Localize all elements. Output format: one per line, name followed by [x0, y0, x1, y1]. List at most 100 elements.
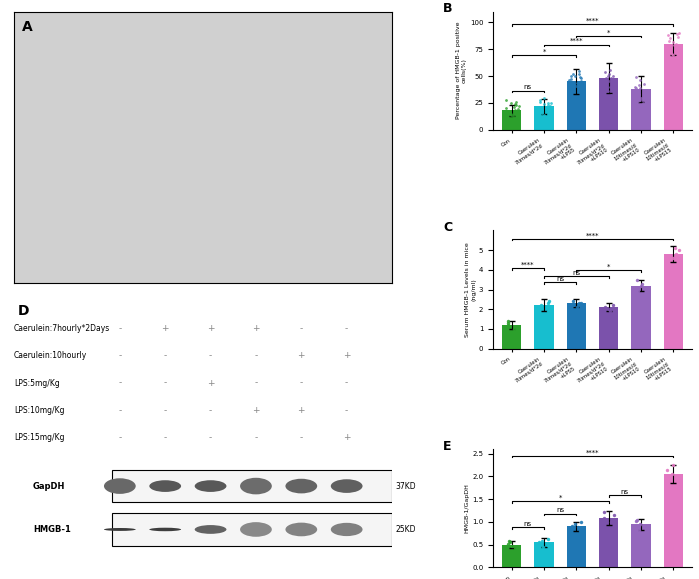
Text: -: - [345, 324, 348, 334]
Text: *: * [607, 264, 610, 270]
Point [599, 67, 610, 76]
Point [571, 303, 582, 312]
Point [604, 77, 615, 86]
Bar [534, 305, 554, 349]
Bar [502, 325, 521, 349]
Point [630, 86, 641, 96]
Ellipse shape [195, 480, 226, 492]
Text: -: - [345, 379, 348, 387]
Point [504, 538, 515, 547]
Text: -: - [118, 324, 122, 334]
Point [642, 87, 653, 97]
Point [572, 523, 583, 532]
Y-axis label: Serum HMGB-1 Levels in mice
(ng/ml): Serum HMGB-1 Levels in mice (ng/ml) [466, 242, 476, 337]
Point [605, 306, 616, 316]
Point [500, 108, 511, 118]
Text: -: - [254, 351, 257, 361]
Point [599, 93, 610, 102]
Point [603, 305, 614, 314]
Point [605, 91, 617, 100]
Ellipse shape [150, 480, 181, 492]
Point [605, 74, 617, 83]
Text: LPS:5mg/Kg: LPS:5mg/Kg [14, 379, 59, 387]
Point [503, 539, 514, 548]
Text: -: - [300, 324, 303, 334]
Point [633, 522, 644, 531]
Text: -: - [118, 379, 122, 387]
Point [630, 89, 642, 98]
Text: *: * [559, 495, 562, 501]
Point [568, 301, 579, 310]
Text: ****: **** [570, 38, 583, 44]
Point [610, 521, 621, 530]
Point [535, 97, 546, 107]
Point [605, 82, 617, 91]
Point [640, 92, 651, 101]
Point [542, 109, 554, 118]
Point [533, 105, 545, 114]
Point [667, 49, 678, 58]
Point [634, 95, 645, 104]
Point [665, 43, 676, 53]
Text: -: - [300, 433, 303, 442]
Point [603, 86, 614, 96]
Point [507, 541, 518, 550]
Point [637, 93, 649, 102]
Point [533, 115, 545, 124]
Point [661, 257, 672, 266]
Text: -: - [118, 351, 122, 361]
Point [575, 72, 586, 82]
Text: D: D [17, 305, 29, 318]
Point [633, 526, 644, 535]
Point [600, 86, 612, 96]
Point [545, 98, 556, 108]
Point [667, 460, 678, 470]
Ellipse shape [285, 523, 317, 536]
Point [512, 105, 524, 114]
Text: 37KD: 37KD [396, 482, 417, 490]
Bar [502, 545, 521, 567]
Point [663, 47, 675, 56]
Bar [567, 526, 586, 567]
Point [534, 112, 545, 122]
Point [511, 108, 522, 118]
Point [665, 34, 676, 43]
Point [631, 283, 642, 292]
Point [509, 106, 520, 115]
Point [511, 101, 522, 110]
Point [674, 56, 685, 65]
Point [675, 45, 686, 54]
Text: B: B [443, 2, 453, 15]
Point [567, 296, 578, 306]
Point [545, 104, 556, 113]
Text: Caerulein:10hourly: Caerulein:10hourly [14, 351, 87, 361]
Point [673, 245, 684, 255]
Text: +: + [252, 406, 260, 415]
Point [672, 33, 684, 42]
Point [542, 299, 554, 308]
Point [570, 81, 582, 90]
Bar [631, 524, 651, 567]
Point [639, 79, 650, 88]
Text: ns: ns [524, 521, 532, 527]
Point [631, 275, 642, 284]
Point [503, 320, 514, 329]
Text: ns: ns [524, 85, 532, 90]
Point [628, 86, 640, 95]
Text: *: * [542, 49, 546, 55]
Point [670, 46, 681, 55]
Bar [663, 254, 683, 349]
Point [533, 538, 545, 547]
Point [607, 71, 619, 80]
Point [542, 101, 553, 110]
Point [575, 77, 586, 86]
Point [574, 526, 585, 536]
Point [505, 109, 517, 118]
Point [542, 306, 554, 316]
Point [537, 536, 548, 545]
Point [661, 465, 672, 474]
Point [505, 110, 517, 119]
Text: -: - [118, 433, 122, 442]
Point [632, 287, 643, 296]
Point [602, 71, 613, 80]
